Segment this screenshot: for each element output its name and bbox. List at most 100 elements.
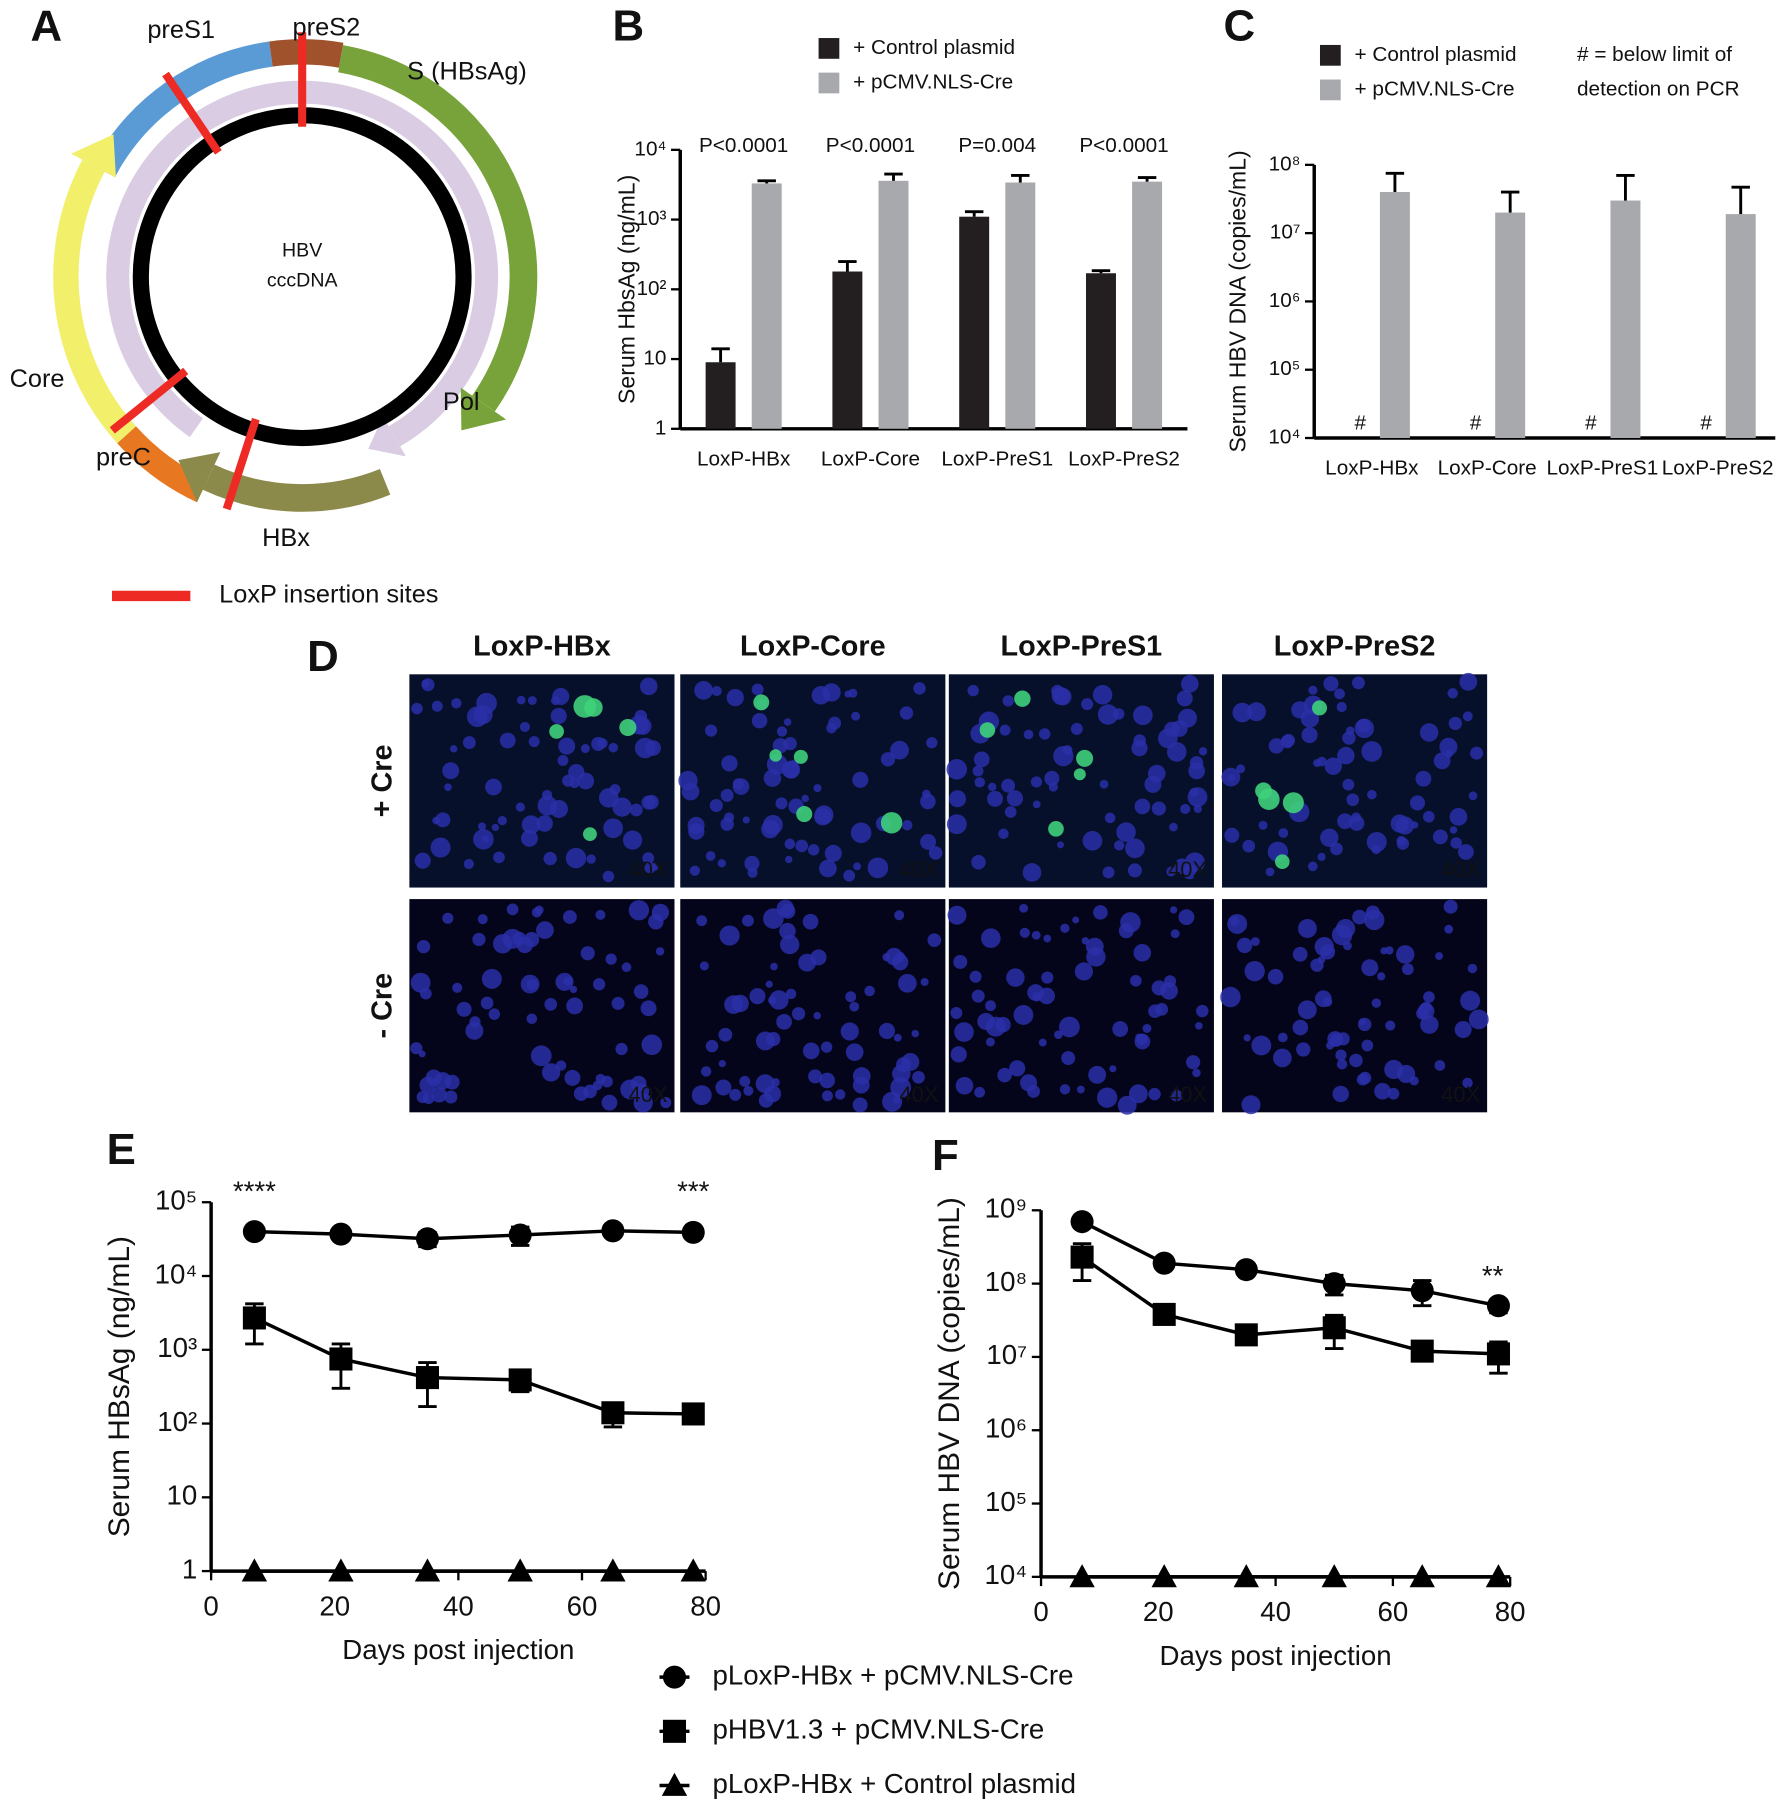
nucleus [785,988,797,1000]
nucleus [1460,990,1481,1011]
nucleus [583,1084,597,1099]
nucleus [1241,1095,1261,1115]
x-tick-label: 40 [1260,1596,1291,1627]
magnification: 40X [1168,857,1207,882]
nucleus [1166,742,1187,762]
stained-cell [583,827,597,842]
legend-label: + pCMV.NLS-Cre [1355,77,1515,100]
nucleus [444,1090,458,1104]
nucleus [1030,776,1043,788]
nucleus [1251,1035,1272,1056]
nucleus [1059,1016,1080,1038]
nucleus [985,1000,996,1012]
nucleus [550,707,567,724]
nucleus [451,698,462,709]
nucleus [751,683,764,696]
nucleus [813,784,822,793]
nucleus [648,914,664,930]
nucleus [520,974,540,994]
nucleus [971,989,985,1003]
nucleus [776,1013,792,1030]
nucleus [621,962,632,973]
marker [1070,1245,1094,1269]
nucleus [1354,718,1375,739]
y-tick-label: 10⁵ [1269,357,1301,380]
legend-label: + Control plasmid [1355,43,1517,66]
nucleus [1059,1084,1071,1095]
nucleus [1385,1020,1396,1031]
nucleus [1114,840,1125,851]
marker [329,1347,353,1371]
nucleus [425,1069,442,1086]
marker [414,1558,441,1582]
marker [681,1402,705,1426]
nucleus [885,947,903,966]
y-tick-label: 10⁶ [985,1413,1027,1444]
nucleus [967,684,979,697]
y-tick-label: 10⁶ [1269,289,1301,312]
nucleus [480,996,494,1010]
nucleus [1281,733,1296,747]
nucleus [523,931,540,948]
nucleus [1323,676,1339,692]
x-tick-label: LoxP-Core [821,447,920,470]
nucleus [549,799,568,818]
x-tick-label: LoxP-HBx [1325,457,1419,480]
nucleus [602,870,615,883]
nucleus [688,823,705,840]
nucleus [569,985,578,994]
nucleus [729,1088,742,1101]
nucleus [488,1008,501,1020]
nucleus [634,717,652,735]
magnification: 40X [1441,1082,1480,1107]
nucleus [1319,944,1336,960]
marker [1322,1272,1346,1296]
nucleus [1180,803,1191,815]
nucleus [530,1045,552,1067]
nucleus [519,721,531,732]
nucleus [660,1097,672,1109]
nucleus [1009,1060,1026,1077]
nucleus [435,812,451,828]
nucleus [558,737,576,755]
nucleus [1343,941,1352,951]
nucleus [622,830,643,850]
arrow-head [178,452,221,503]
bar [1379,192,1410,439]
nucleus [1415,770,1432,787]
nucleus [1324,757,1343,775]
nucleus [1125,838,1145,859]
legend-label: pLoxP-HBx + pCMV.NLS-Cre [713,1659,1074,1690]
nucleus [1267,968,1284,985]
nucleus [1361,741,1383,762]
nucleus [720,788,734,802]
nucleus [1061,1051,1076,1066]
nucleus [718,1027,733,1042]
micrograph: 40X [947,899,1214,1115]
nucleus [534,905,544,915]
nucleus [1057,841,1064,849]
legend-label: + Control plasmid [853,36,1015,59]
nucleus [472,932,486,947]
stained-cell [1255,782,1272,800]
nucleus [485,778,502,796]
nucleus [1374,1082,1391,1100]
nucleus [700,1066,712,1077]
nucleus [442,912,454,924]
bar [705,362,736,429]
nucleus [1178,909,1195,926]
nucleus [949,790,967,808]
column-title: LoxP-PreS2 [1274,630,1436,662]
nucleus [456,1001,472,1017]
nucleus [592,978,606,991]
series-line [254,1229,694,1241]
nucleus [1120,912,1141,933]
y-axis-label: Serum HBsAg (ng/mL) [103,1236,136,1537]
gene-label: Pol [443,388,480,416]
nucleus [492,934,513,954]
nucleus [749,988,766,1005]
nucleus [1076,1085,1085,1094]
x-axis-label: Days post injection [1160,1640,1392,1671]
nucleus [526,1013,538,1025]
